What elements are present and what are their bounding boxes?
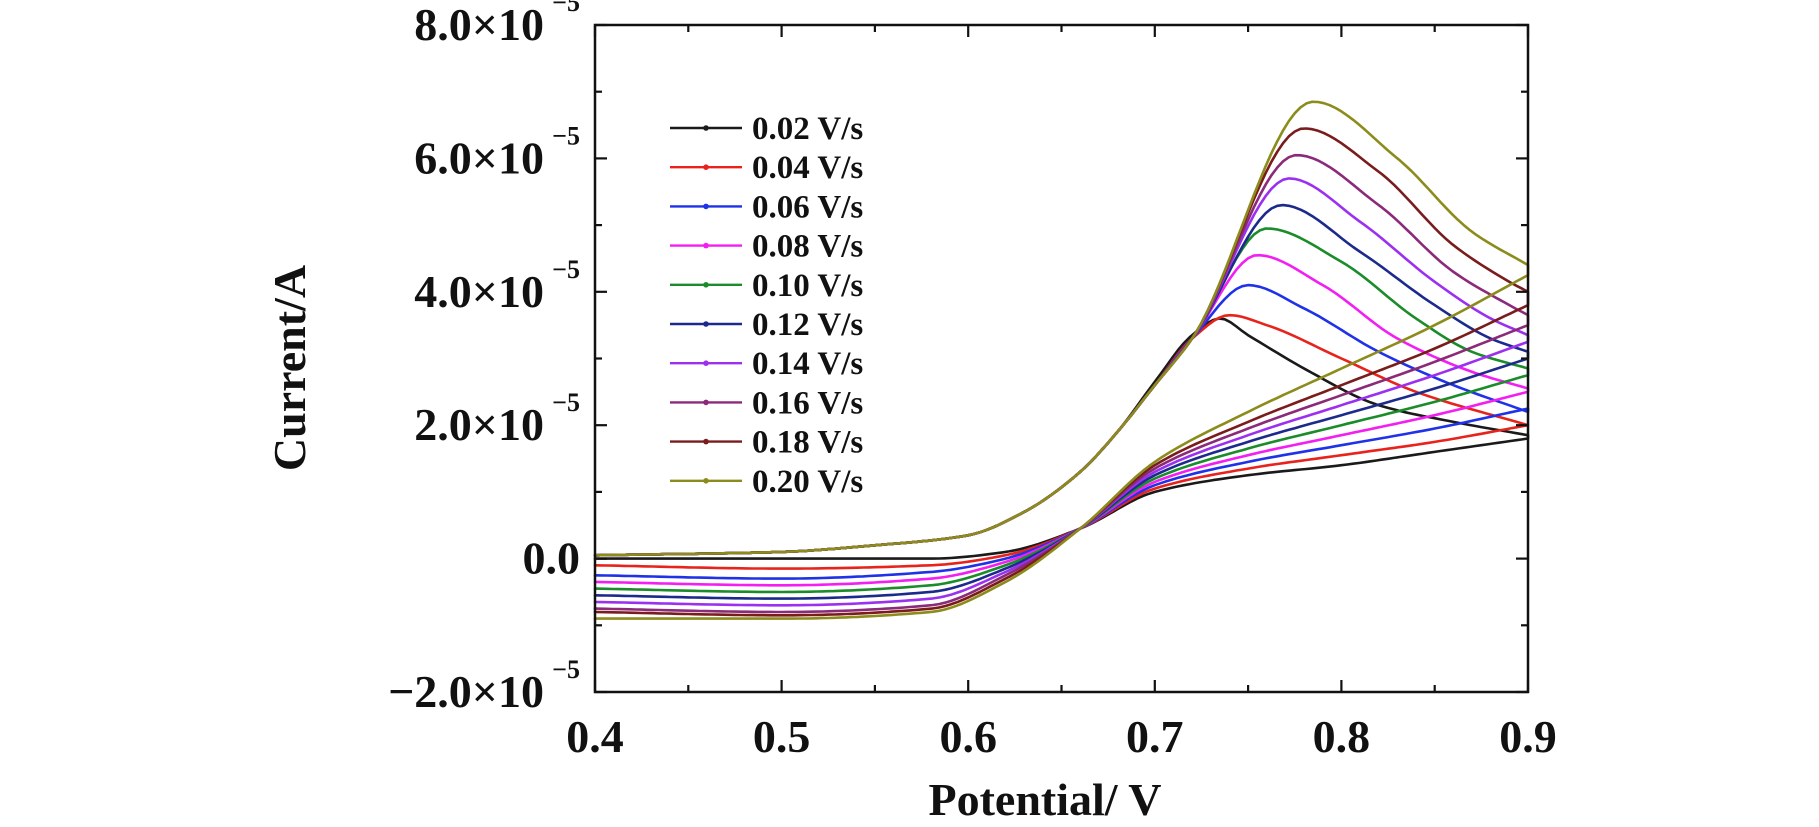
y-axis-title: Current/A (264, 265, 315, 471)
legend-marker (703, 125, 709, 131)
series-line-1 (593, 317, 1530, 560)
legend-item: 0.04 V/s (670, 150, 863, 186)
legend-item: 0.12 V/s (670, 307, 863, 343)
legend-item: 0.14 V/s (670, 346, 863, 382)
y-tick-mantissa: 0.0 (523, 533, 581, 584)
x-tick-label: 0.8 (1313, 711, 1371, 762)
x-axis-title: Potential/ V (929, 774, 1162, 825)
y-tick-label: −5 8.0×10 (414, 0, 580, 50)
x-tick-label: 0.5 (753, 711, 811, 762)
y-tick-exponent: −5 (552, 388, 580, 417)
x-axis-tick-labels: 0.4 0.5 0.6 0.7 0.8 0.9 (566, 711, 1557, 762)
legend-marker (703, 282, 709, 288)
y-tick-mantissa: 6.0×10 (414, 132, 544, 183)
legend-label: 0.06 V/s (752, 189, 863, 225)
y-tick-exponent: −5 (552, 255, 580, 284)
legend-item: 0.16 V/s (670, 385, 863, 421)
legend-label: 0.20 V/s (752, 464, 863, 500)
series-curves (593, 100, 1530, 620)
x-tick-label: 0.9 (1499, 711, 1557, 762)
y-tick-label: 0.0 (523, 533, 581, 584)
legend-item: 0.08 V/s (670, 229, 863, 265)
legend-item: 0.02 V/s (670, 111, 863, 147)
legend: 0.02 V/s0.04 V/s0.06 V/s 0.08 V/s0.10 V/s… (670, 111, 863, 500)
legend-label: 0.02 V/s (752, 111, 863, 147)
legend-label: 0.08 V/s (752, 229, 863, 265)
y-tick-mantissa: 4.0×10 (414, 266, 544, 317)
legend-label: 0.04 V/s (752, 150, 863, 186)
y-tick-mantissa: −2.0×10 (388, 666, 544, 717)
x-tick-label: 0.6 (939, 711, 997, 762)
legend-marker (703, 399, 709, 406)
legend-label: 0.16 V/s (752, 385, 863, 421)
y-axis-tick-labels: −5 −2.0×10 0.0 −5 2.0×10 −5 4.0×10 −5 6.0×10 −5 8.… (388, 0, 580, 717)
y-tick-mantissa: 8.0×10 (414, 0, 544, 50)
y-tick-label: −5 6.0×10 (414, 121, 580, 183)
y-tick-exponent: −5 (552, 655, 580, 684)
legend-item: 0.10 V/s (670, 268, 863, 304)
legend-item: 0.20 V/s (670, 464, 863, 500)
y-tick-exponent: −5 (552, 121, 580, 150)
y-tick-mantissa: 2.0×10 (414, 399, 544, 450)
legend-label: 0.10 V/s (752, 268, 863, 304)
y-tick-exponent: −5 (552, 0, 580, 17)
legend-marker (703, 321, 709, 327)
y-tick-label: −5 2.0×10 (414, 388, 580, 450)
legend-marker (703, 478, 709, 484)
legend-label: 0.18 V/s (752, 425, 863, 461)
legend-marker (703, 164, 709, 170)
legend-label: 0.14 V/s (752, 346, 863, 382)
legend-marker (703, 242, 709, 249)
legend-marker (703, 203, 709, 210)
x-tick-label: 0.7 (1126, 711, 1184, 762)
legend-label: 0.12 V/s (752, 307, 863, 343)
legend-item: 0.06 V/s (670, 189, 863, 225)
y-tick-label: −5 −2.0×10 (388, 655, 580, 717)
legend-marker (703, 438, 709, 445)
x-tick-label: 0.4 (566, 711, 624, 762)
y-tick-label: −5 4.0×10 (414, 255, 580, 317)
axis-ticks (593, 23, 1530, 694)
legend-item: 0.18 V/s (670, 425, 863, 461)
legend-marker (703, 360, 709, 367)
